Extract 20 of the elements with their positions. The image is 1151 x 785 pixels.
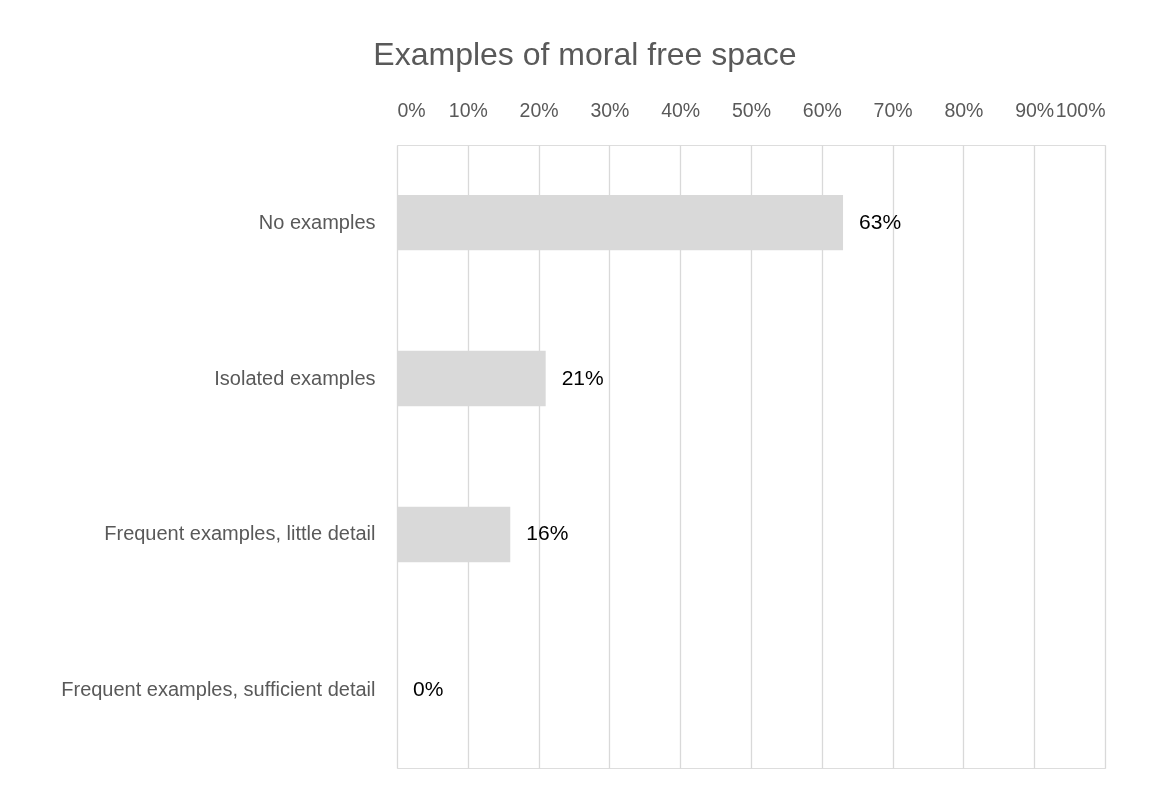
x-tick-label: 80% [944,98,984,121]
data-label: 63% [859,209,902,233]
data-label: 21% [561,365,604,389]
x-tick-label: 30% [590,98,630,121]
y-tick-label: Isolated examples [214,366,376,389]
x-tick-label: 90% [1015,98,1055,121]
x-tick-label: 70% [873,98,913,121]
y-tick-label: No examples [258,210,376,233]
chart-title: Examples of moral free space [373,36,797,72]
y-tick-label: Frequent examples, little detail [104,522,376,545]
data-label: 0% [413,677,444,701]
x-tick-label: 0% [397,98,426,121]
data-label: 16% [526,521,569,545]
x-tick-label: 10% [448,98,488,121]
x-tick-label: 50% [731,98,772,121]
x-tick-label: 100% [1055,98,1106,121]
x-tick-label: 60% [802,98,842,121]
y-tick-label: Frequent examples, sufficient detail [61,678,376,701]
x-tick-label: 40% [661,98,701,121]
x-tick-label: 20% [519,98,559,121]
